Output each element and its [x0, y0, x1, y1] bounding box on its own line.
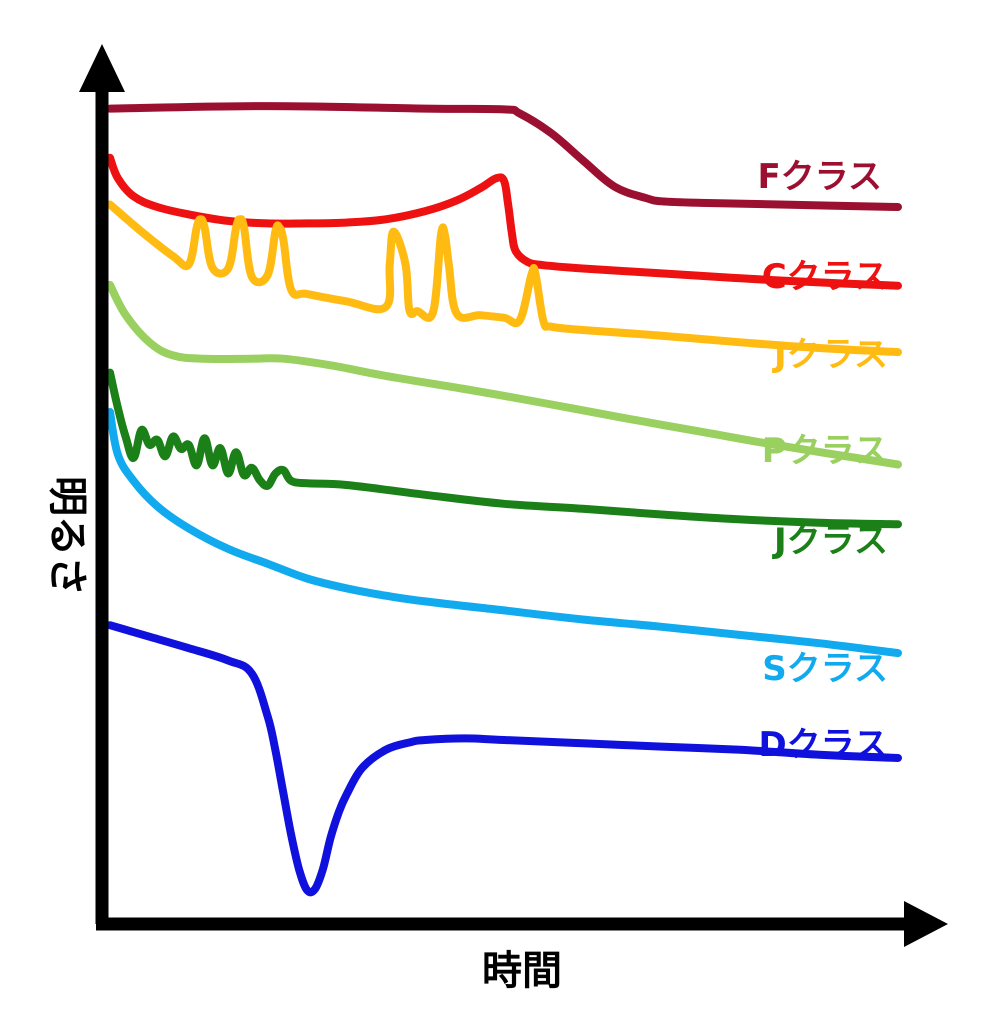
x-axis-arrow-icon: [904, 901, 948, 947]
series-layer: [106, 102, 902, 897]
series-label-6: Sクラス: [762, 649, 888, 689]
series-label-7: Dクラス: [758, 725, 888, 765]
series-line-1: [106, 102, 902, 211]
series-label-4: Pクラス: [762, 431, 888, 471]
series-line-5: [106, 368, 902, 529]
series-line-3: [106, 200, 902, 357]
y-axis-arrow-icon: [79, 44, 125, 92]
series-line-2: [106, 153, 902, 290]
x-axis-label: 時間: [482, 948, 562, 994]
series-label-3: Jクラス: [772, 335, 888, 375]
series-label-5: Jクラス: [772, 521, 888, 561]
series-line-7: [106, 621, 902, 897]
series-label-2: Cクラス: [762, 257, 888, 297]
series-label-1: Fクラス: [757, 157, 882, 197]
series-line-6: [106, 408, 902, 658]
series-label-layer: Fクラス Cクラス Jクラス Pクラス Jクラス Sクラス Dクラス: [757, 157, 888, 765]
y-axis-label: 明るさ: [44, 476, 90, 596]
series-line-4: [106, 280, 902, 469]
